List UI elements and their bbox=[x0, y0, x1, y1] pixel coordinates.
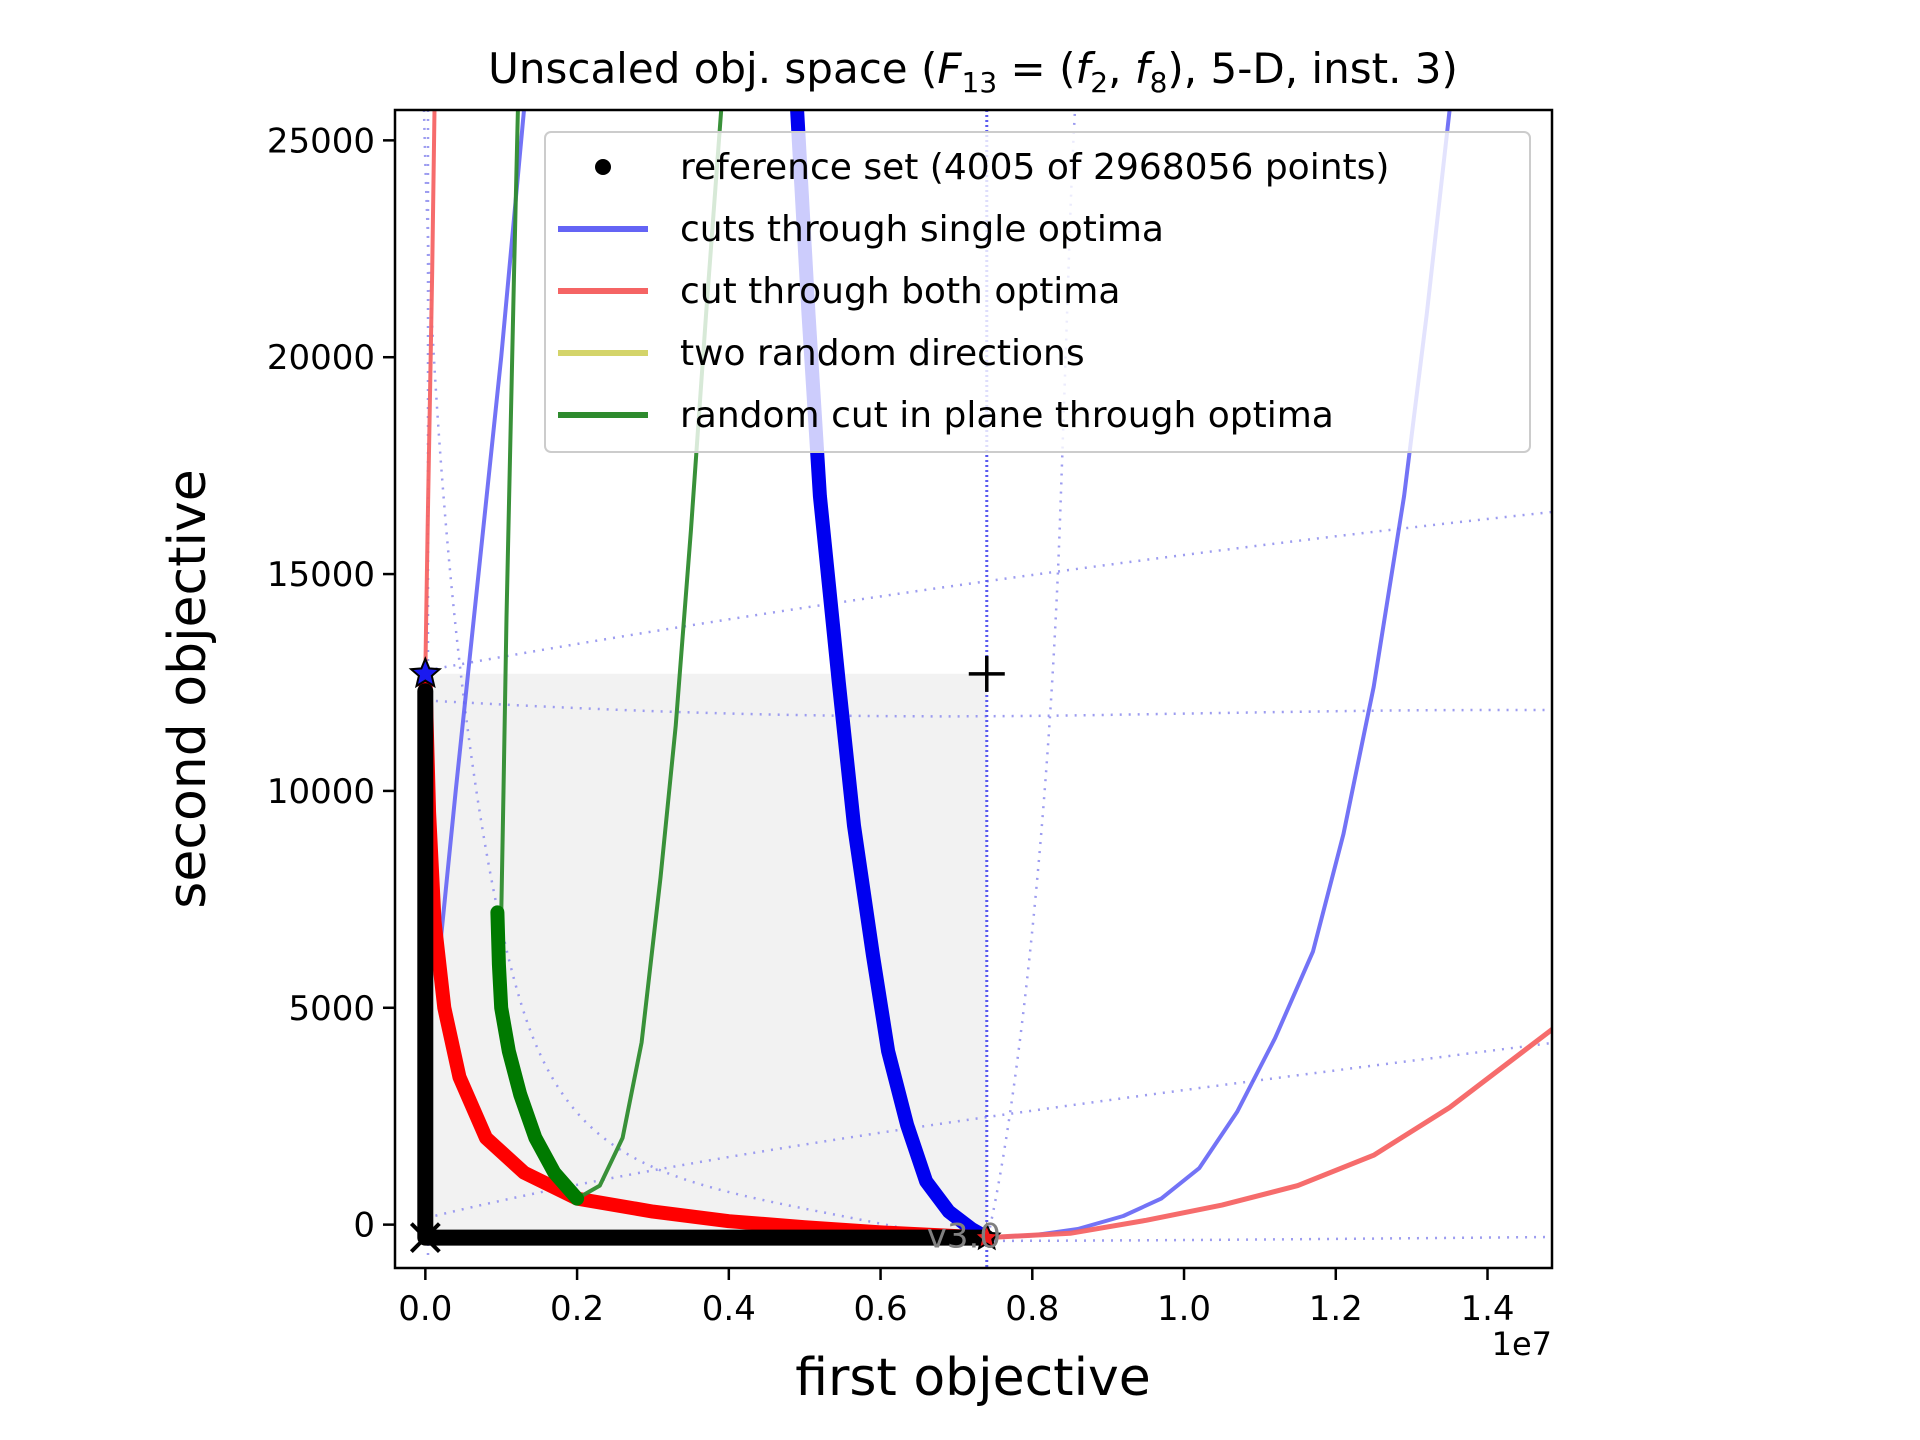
legend: reference set (4005 of 2968056 points) cu… bbox=[544, 131, 1531, 453]
legend-marker-dot bbox=[595, 159, 611, 175]
title-pre: Unscaled obj. space ( bbox=[488, 44, 937, 93]
title-func-sub: 13 bbox=[962, 66, 998, 99]
title-post: ), 5-D, inst. 3) bbox=[1167, 44, 1457, 93]
series-line-9 bbox=[490, 905, 585, 1206]
optimum-f2-star bbox=[971, 1221, 1002, 1251]
series-line-1 bbox=[984, 110, 1452, 1240]
x-offset-label: 1e7 bbox=[1492, 1325, 1552, 1363]
dotted-curve-6 bbox=[422, 110, 981, 1247]
title-comma: , bbox=[1108, 44, 1135, 93]
marker-layer bbox=[408, 655, 1005, 1254]
x-tick-label: 1.2 bbox=[1309, 1289, 1363, 1329]
x-tick-label: 0.6 bbox=[854, 1289, 908, 1329]
x-tick-label: 0.2 bbox=[550, 1289, 604, 1329]
legend-box bbox=[544, 131, 1531, 453]
legend-label: reference set (4005 of 2968056 points) bbox=[680, 147, 1389, 188]
y-tick-label: 20000 bbox=[267, 338, 375, 378]
title-eq: = ( bbox=[997, 44, 1075, 93]
x-tick-label: 1.4 bbox=[1460, 1289, 1514, 1329]
series-line-3 bbox=[790, 110, 994, 1245]
plot-frame bbox=[393, 108, 1554, 1270]
y-tick-label: 10000 bbox=[267, 772, 375, 812]
y-axis-label: second objective bbox=[158, 469, 218, 908]
x-axis-label: first objective bbox=[795, 1348, 1151, 1408]
x-tick-label: 1.0 bbox=[1157, 1289, 1211, 1329]
legend-label: two random directions bbox=[680, 333, 1085, 374]
chart-title: Unscaled obj. space (F13 = (f2, f8), 5-D… bbox=[488, 44, 1458, 99]
nadir-point-marker bbox=[968, 655, 1005, 692]
x-tick-label: 0.4 bbox=[702, 1289, 756, 1329]
y-tick-label: 0 bbox=[353, 1206, 375, 1246]
legend-label: random cut in plane through optima bbox=[680, 395, 1334, 436]
y-tick-label: 5000 bbox=[288, 989, 375, 1029]
series-line-5 bbox=[423, 110, 437, 676]
x-tick-label: 0.8 bbox=[1005, 1289, 1059, 1329]
y-tick-label: 25000 bbox=[267, 121, 375, 161]
y-tick-label: 15000 bbox=[267, 555, 375, 595]
series-line-6 bbox=[418, 666, 994, 1245]
legend-label: cut through both optima bbox=[680, 271, 1120, 312]
title-f8-sub: 8 bbox=[1150, 66, 1168, 99]
series-line-7 bbox=[499, 110, 520, 919]
dominated-region bbox=[425, 673, 987, 1238]
optimum-f1-star bbox=[408, 656, 443, 689]
x-axis-ticks: 0.0 0.2 0.4 0.6 0.8 1.0 1.2 1.4 bbox=[398, 1268, 1515, 1329]
title-func: F bbox=[937, 44, 962, 93]
x-tick-label: 0.0 bbox=[398, 1289, 452, 1329]
ideal-point-marker bbox=[409, 1222, 441, 1254]
dotted-curve-2 bbox=[417, 698, 1552, 718]
series-line-2 bbox=[438, 110, 526, 945]
series-line-4 bbox=[984, 1027, 1552, 1241]
title-f2-sub: 2 bbox=[1090, 66, 1108, 99]
y-axis-ticks: 0 5000 10000 15000 20000 25000 bbox=[267, 121, 395, 1246]
legend-label: cuts through single optima bbox=[680, 209, 1164, 250]
version-annotation: v3.0 bbox=[927, 1217, 1001, 1257]
